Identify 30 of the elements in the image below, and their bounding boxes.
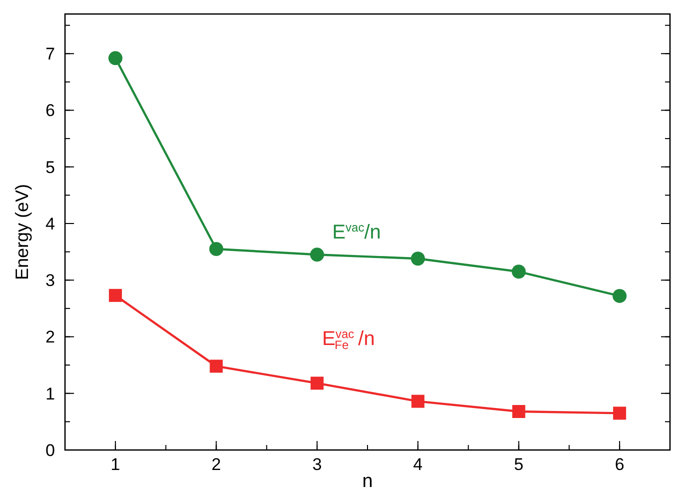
point [512, 264, 526, 279]
y-tick-label: 5 [46, 158, 55, 177]
x-tick-label: 5 [514, 455, 524, 474]
point [512, 404, 526, 418]
point [310, 376, 324, 390]
point [411, 394, 424, 408]
y-tick-label: 6 [46, 101, 55, 120]
x-axis-title: n [362, 471, 373, 492]
x-tick-label: 3 [312, 455, 322, 474]
point [108, 288, 122, 302]
point [410, 252, 425, 266]
y-tick-label: 7 [46, 44, 55, 64]
point [613, 406, 626, 420]
y-tick-label: 4 [46, 214, 55, 234]
x-tick-label: 2 [212, 455, 221, 474]
series-label: E$^{vac}$/n [332, 221, 381, 244]
x-tick-label: 6 [614, 455, 624, 474]
point [310, 248, 324, 262]
point [210, 360, 223, 373]
point [108, 51, 122, 66]
x-tick-label: 4 [413, 455, 423, 474]
x-tick-label: 1 [110, 455, 120, 474]
y-tick-label: 1 [46, 384, 55, 404]
y-tick-label: 0 [46, 440, 55, 460]
y-tick-label: 2 [46, 328, 55, 347]
point [209, 242, 224, 256]
y-axis-title: Energy (eV) [12, 184, 32, 280]
series-label: E$^{vac}$$_{Fe}$/n [322, 328, 375, 352]
point [612, 288, 627, 303]
y-tick-label: 3 [46, 271, 55, 290]
